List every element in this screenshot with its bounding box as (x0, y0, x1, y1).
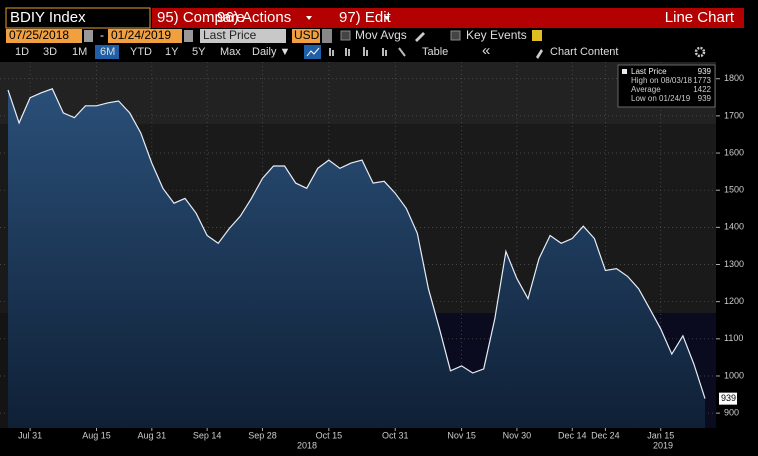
menu-edit[interactable]: 97) Edit (339, 9, 392, 26)
info-icon[interactable] (532, 30, 542, 41)
table-button[interactable]: Table (422, 46, 448, 58)
calendar-icon[interactable] (184, 30, 193, 42)
stat-label: Low on 01/24/19 (631, 94, 691, 103)
pencil-icon[interactable] (415, 32, 425, 42)
chart-content[interactable]: Chart Content (550, 46, 618, 58)
x-tick-label: Nov 15 (447, 430, 476, 440)
start-date-box[interactable] (6, 29, 82, 43)
period-button[interactable]: YTD (130, 46, 152, 58)
x-tick-label: Dec 14 (558, 430, 587, 440)
frequency[interactable]: Daily ▼ (252, 46, 290, 58)
x-tick-label: Dec 24 (591, 430, 620, 440)
x-tick-label: Nov 30 (503, 430, 532, 440)
period-button[interactable]: 5Y (192, 46, 206, 58)
stat-label: Average (631, 85, 661, 94)
end-date: 01/24/2019 (111, 28, 171, 42)
currency-box[interactable] (292, 29, 320, 43)
x-tick-label: Oct 31 (382, 430, 409, 440)
mov-avgs[interactable]: Mov Avgs (355, 28, 407, 42)
checkbox[interactable] (340, 30, 351, 41)
y-tick-label: 900 (724, 408, 739, 418)
y-tick-label: 1500 (724, 185, 744, 195)
last-value-box (719, 392, 737, 405)
x-tick-label: Aug 31 (138, 430, 167, 440)
stat-value: 1422 (693, 85, 711, 94)
x-tick-label: Jan 15 (647, 430, 674, 440)
legend-box (617, 64, 716, 108)
tool-icons[interactable] (329, 47, 406, 57)
x-year-label: 2019 (653, 440, 673, 450)
y-tick-label: 1700 (724, 110, 744, 120)
stat-label: High on 08/03/18 (631, 76, 692, 85)
x-tick-label: Jul 31 (18, 430, 42, 440)
y-tick-label: 1100 (724, 333, 743, 343)
legend-value: 939 (698, 67, 712, 76)
legend-swatch (622, 69, 627, 74)
chart-content-icon (536, 49, 543, 59)
legend-name: Last Price (631, 67, 667, 76)
price-line (7, 88, 706, 399)
start-date: 07/25/2018 (9, 28, 69, 42)
y-tick-label: 1800 (724, 73, 744, 83)
x-tick-label: Oct 15 (316, 430, 343, 440)
field: Last Price (203, 28, 257, 42)
end-date-box[interactable] (108, 29, 182, 43)
menu-bar (152, 8, 744, 28)
currency: USD (294, 28, 320, 42)
view-type[interactable]: Line Chart (665, 9, 735, 26)
area-fill (8, 88, 705, 429)
period-selected (95, 45, 119, 59)
stat-value: 939 (698, 94, 712, 103)
period-button[interactable]: 6M (100, 46, 115, 58)
collapse-button[interactable]: « (482, 42, 490, 59)
menu-compare[interactable]: 95) Compare (157, 9, 245, 26)
y-tick-label: 1400 (724, 222, 744, 232)
x-year-label: 2018 (297, 440, 317, 450)
x-tick-label: Sep 28 (248, 430, 277, 440)
date-separator: - (100, 28, 104, 42)
menu-actions[interactable]: 96) Actions (217, 9, 291, 26)
x-tick-label: Sep 14 (193, 430, 222, 440)
y-tick-label: 1300 (724, 259, 744, 269)
y-axis-panel (716, 62, 746, 428)
field-box[interactable] (200, 29, 286, 43)
y-tick-label: 1200 (724, 296, 744, 306)
x-tick-label: Aug 15 (82, 430, 111, 440)
line-icon-glyph (306, 47, 320, 57)
period-buttons: 1D 3D 1M 6M YTD 1Y 5Y Max (15, 45, 241, 59)
key-events[interactable]: Key Events (466, 28, 527, 42)
calendar-icon[interactable] (84, 30, 93, 42)
period-button[interactable]: 1M (72, 46, 87, 58)
y-tick-label: 1000 (724, 370, 744, 380)
period-button[interactable]: 3D (43, 46, 57, 58)
currency-dropdown[interactable] (322, 29, 332, 43)
y-tick-label: 1600 (724, 147, 744, 157)
period-button[interactable]: 1D (15, 46, 29, 58)
security: BDIY Index (10, 9, 86, 26)
period-button[interactable]: 1Y (165, 46, 179, 58)
settings-icon[interactable] (694, 46, 706, 58)
period-button[interactable]: Max (220, 46, 241, 58)
stat-value: 1773 (693, 76, 711, 85)
security-box[interactable] (5, 7, 151, 29)
last-value-label: 939 (721, 393, 736, 403)
checkbox[interactable] (450, 30, 461, 41)
